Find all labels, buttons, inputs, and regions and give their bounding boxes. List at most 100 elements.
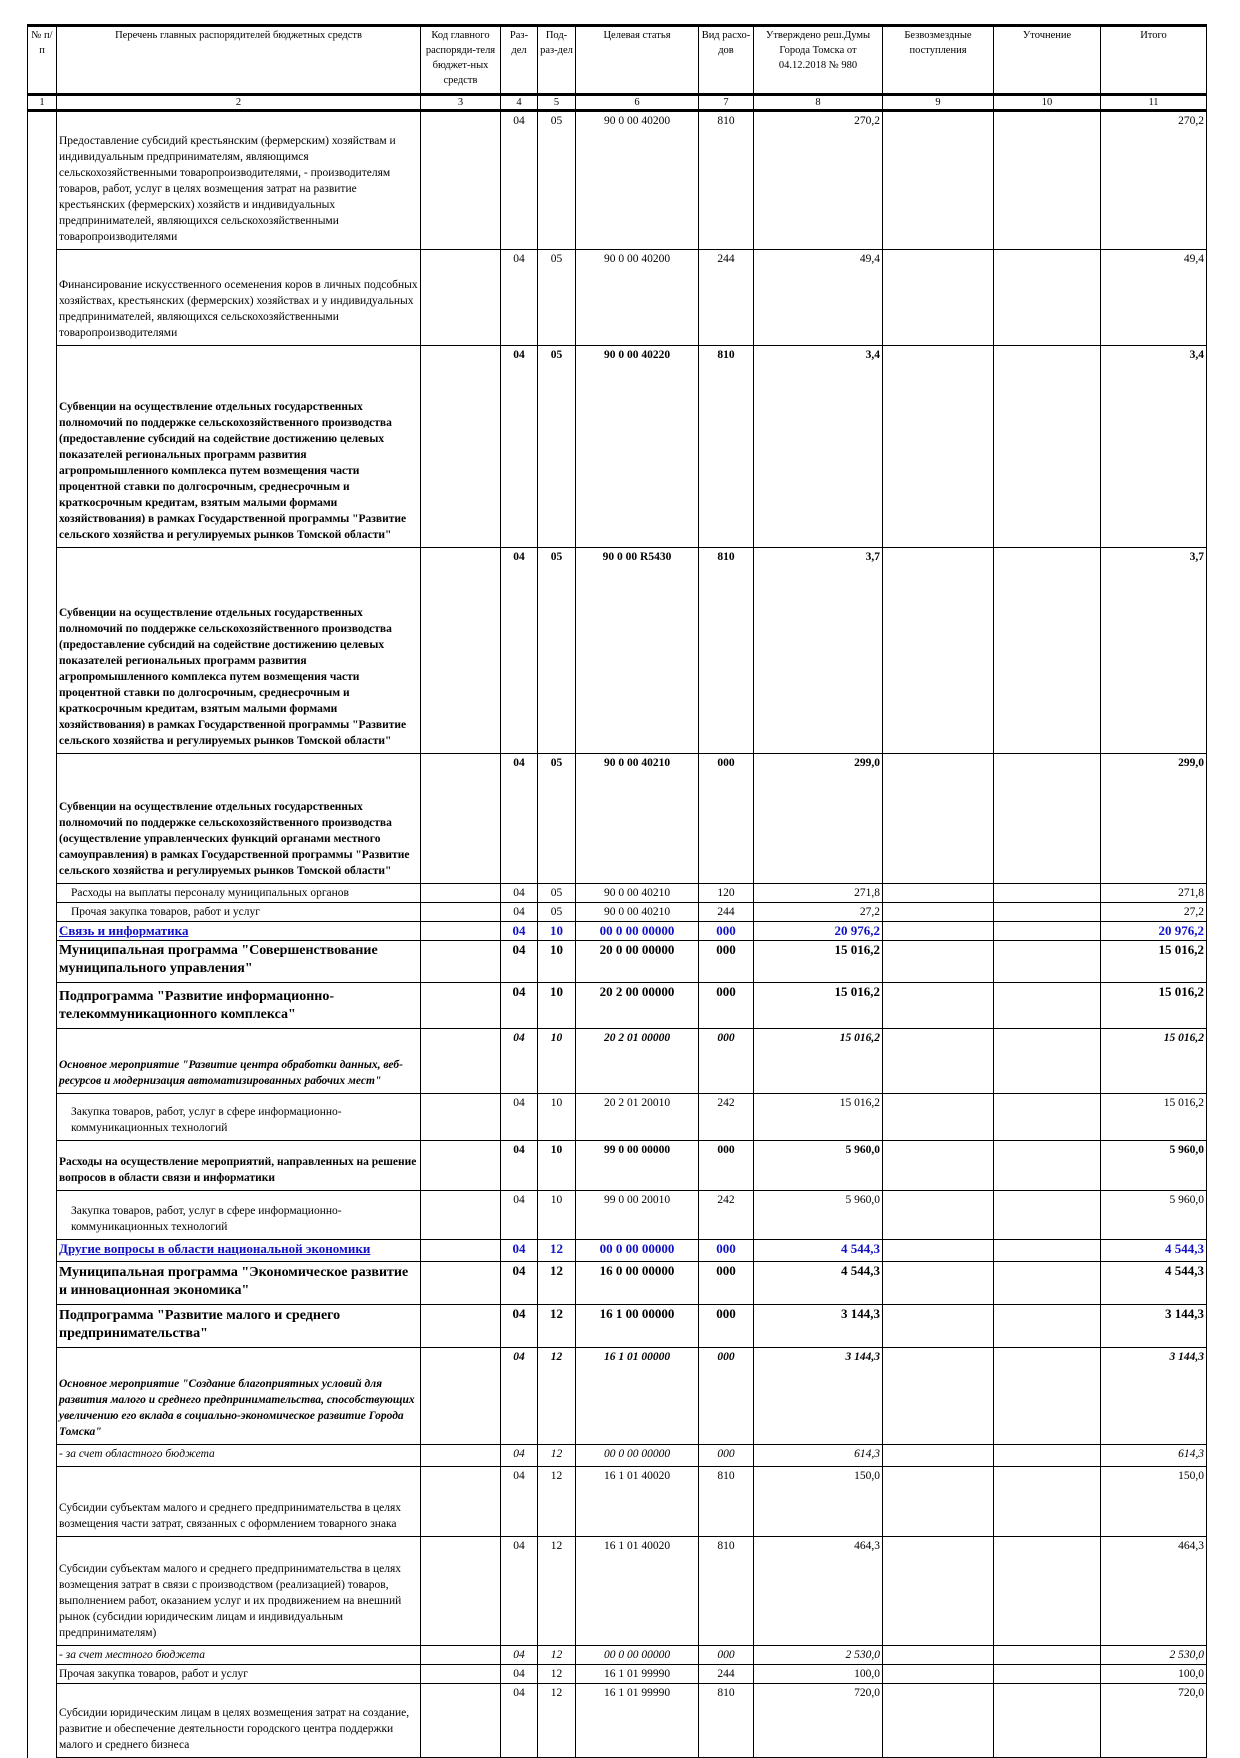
cell-num <box>27 1304 57 1348</box>
cell-adjustment <box>993 883 1101 903</box>
cell-code <box>420 753 501 884</box>
cell-total: 150,0 <box>1100 1466 1207 1537</box>
table-row: Другие вопросы в области национальной эк… <box>27 1239 1207 1262</box>
cell-podrazdel: 10 <box>537 1093 576 1141</box>
cell-target-article: 99 0 00 00000 <box>575 1140 699 1191</box>
cell-approved-amount: 15 016,2 <box>753 940 883 983</box>
cell-target-article: 16 1 01 40020 <box>575 1466 699 1537</box>
column-header: Утверждено реш.Думы Города Томска от 04.… <box>753 24 883 95</box>
cell-approved-amount: 150,0 <box>753 1466 883 1537</box>
cell-num <box>27 940 57 983</box>
cell-approved-amount: 15 016,2 <box>753 1093 883 1141</box>
cell-expense-type: 000 <box>698 1645 754 1665</box>
cell-adjustment <box>993 902 1101 922</box>
table-row: Закупка товаров, работ, услуг в сфере ин… <box>27 1093 1207 1141</box>
cell-razdel: 04 <box>500 1347 538 1445</box>
cell-code <box>420 1664 501 1684</box>
cell-expense-type: 000 <box>698 1261 754 1305</box>
cell-razdel: 04 <box>500 1028 538 1094</box>
cell-grants <box>882 1304 994 1348</box>
cell-expense-type: 000 <box>698 1304 754 1348</box>
cell-adjustment <box>993 1028 1101 1094</box>
cell-razdel: 04 <box>500 1466 538 1537</box>
cell-code <box>420 883 501 903</box>
cell-total: 20 976,2 <box>1100 921 1207 941</box>
cell-podrazdel: 10 <box>537 921 576 941</box>
cell-desc: Предоставление субсидий крестьянским (фе… <box>56 110 421 250</box>
cell-podrazdel: 12 <box>537 1239 576 1262</box>
cell-code <box>420 1028 501 1094</box>
cell-adjustment <box>993 1683 1101 1758</box>
cell-desc: Основное мероприятие "Развитие центра об… <box>56 1028 421 1094</box>
cell-total: 614,3 <box>1100 1444 1207 1467</box>
cell-expense-type: 810 <box>698 1466 754 1537</box>
cell-num <box>27 883 57 903</box>
cell-podrazdel: 12 <box>537 1664 576 1684</box>
table-row: Закупка товаров, работ, услуг в сфере ин… <box>27 1190 1207 1240</box>
column-number: 4 <box>500 93 538 112</box>
table-row: Субсидии юридическим лицам в целях возме… <box>27 1683 1207 1758</box>
cell-razdel: 04 <box>500 1304 538 1348</box>
cell-razdel: 04 <box>500 1140 538 1191</box>
table-row: - за счет местного бюджета 04 12 00 0 00 00… <box>27 1645 1207 1665</box>
cell-num <box>27 1190 57 1240</box>
column-number: 8 <box>753 93 883 112</box>
cell-target-article: 16 1 01 99990 <box>575 1664 699 1684</box>
cell-expense-type: 000 <box>698 753 754 884</box>
column-number: 3 <box>420 93 501 112</box>
cell-expense-type: 000 <box>698 1239 754 1262</box>
cell-total: 100,0 <box>1100 1664 1207 1684</box>
cell-razdel: 04 <box>500 1444 538 1467</box>
cell-approved-amount: 5 960,0 <box>753 1140 883 1191</box>
cell-desc: Прочая закупка товаров, работ и услуг <box>56 1664 421 1684</box>
cell-podrazdel: 12 <box>537 1466 576 1537</box>
column-number: 2 <box>56 93 421 112</box>
table-row: Связь и информатика 04 10 00 0 00 00000 000 2… <box>27 921 1207 941</box>
cell-grants <box>882 1239 994 1262</box>
cell-target-article: 90 0 00 40200 <box>575 110 699 250</box>
cell-adjustment <box>993 1466 1101 1537</box>
cell-approved-amount: 4 544,3 <box>753 1239 883 1262</box>
cell-expense-type: 244 <box>698 902 754 922</box>
cell-num <box>27 1261 57 1305</box>
cell-approved-amount: 3,7 <box>753 547 883 754</box>
cell-desc: Подпрограмма "Развитие информационно-тел… <box>56 982 421 1029</box>
cell-grants <box>882 1466 994 1537</box>
cell-expense-type: 000 <box>698 982 754 1029</box>
cell-total: 270,2 <box>1100 110 1207 250</box>
cell-desc: Закупка товаров, работ, услуг в сфере ин… <box>56 1093 421 1141</box>
table-row: Предоставление субсидий крестьянским (фе… <box>27 110 1207 250</box>
cell-adjustment <box>993 921 1101 941</box>
cell-adjustment <box>993 1261 1101 1305</box>
cell-adjustment <box>993 1140 1101 1191</box>
cell-grants <box>882 883 994 903</box>
cell-num <box>27 1347 57 1445</box>
cell-approved-amount: 299,0 <box>753 753 883 884</box>
cell-approved-amount: 49,4 <box>753 249 883 346</box>
cell-desc: - за счет областного бюджета <box>56 1444 421 1467</box>
cell-razdel: 04 <box>500 1093 538 1141</box>
cell-podrazdel: 10 <box>537 982 576 1029</box>
cell-razdel: 04 <box>500 110 538 250</box>
cell-podrazdel: 12 <box>537 1683 576 1758</box>
header-row: № п/п Перечень главных распорядителей бюд… <box>27 24 1207 95</box>
cell-total: 3,4 <box>1100 345 1207 548</box>
cell-total: 5 960,0 <box>1100 1140 1207 1191</box>
cell-approved-amount: 15 016,2 <box>753 1028 883 1094</box>
cell-grants <box>882 1028 994 1094</box>
cell-num <box>27 921 57 941</box>
column-header: № п/п <box>27 24 57 95</box>
cell-podrazdel: 05 <box>537 753 576 884</box>
cell-podrazdel: 12 <box>537 1304 576 1348</box>
cell-num <box>27 1444 57 1467</box>
cell-grants <box>882 940 994 983</box>
cell-num <box>27 1028 57 1094</box>
cell-approved-amount: 3 144,3 <box>753 1304 883 1348</box>
cell-razdel: 04 <box>500 1645 538 1665</box>
cell-grants <box>882 1347 994 1445</box>
cell-adjustment <box>993 1664 1101 1684</box>
cell-grants <box>882 110 994 250</box>
cell-grants <box>882 1536 994 1646</box>
column-header: Целевая статья <box>575 24 699 95</box>
cell-expense-type: 000 <box>698 1140 754 1191</box>
